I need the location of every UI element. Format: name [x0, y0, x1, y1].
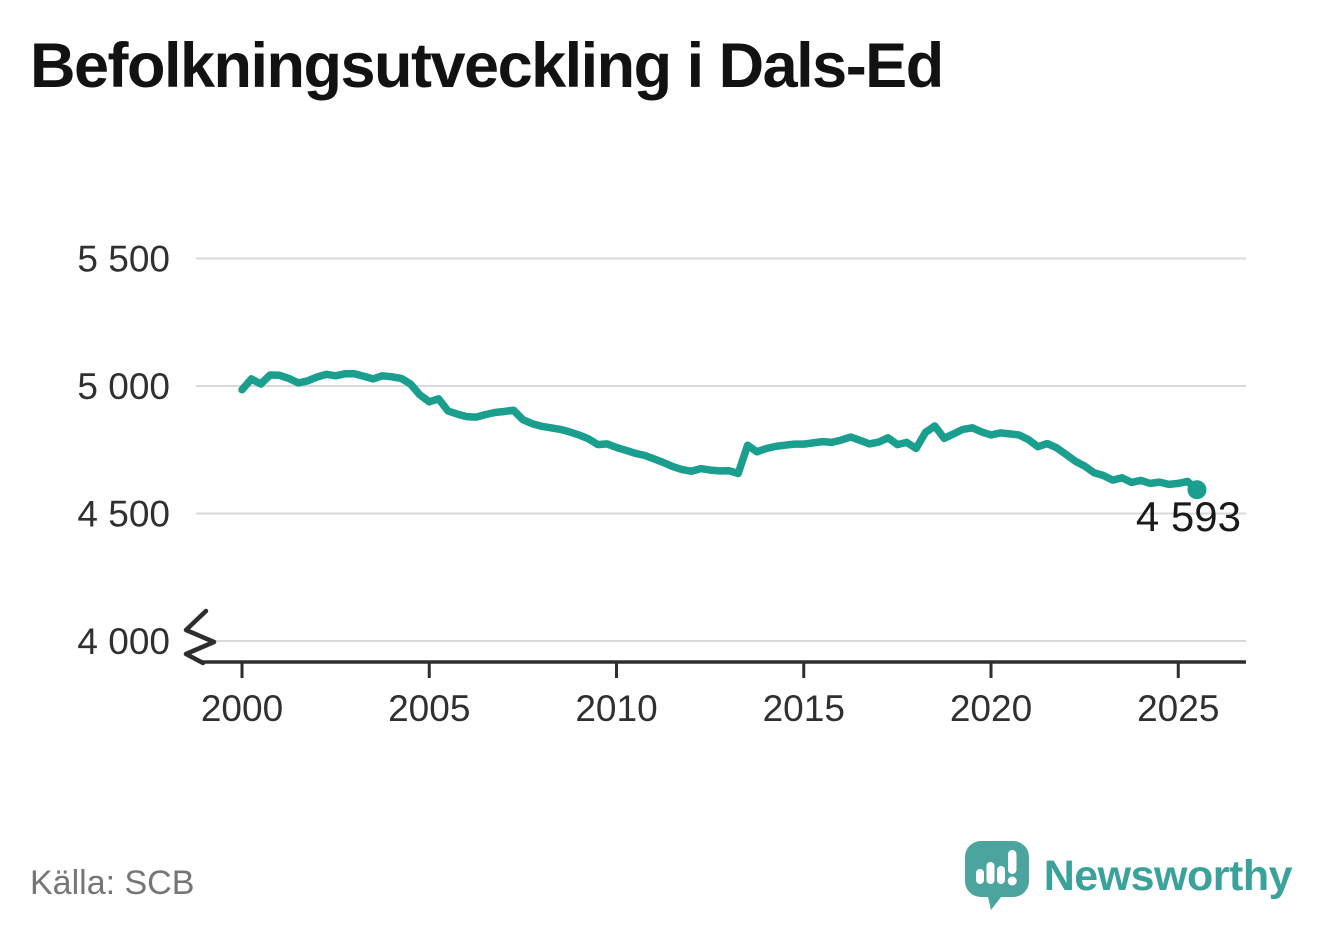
page-title: Befolkningsutveckling i Dals-Ed	[30, 31, 944, 101]
y-tick-label: 4 000	[77, 621, 170, 662]
y-tick-label: 4 500	[77, 494, 170, 535]
y-tick-label: 5 500	[77, 239, 170, 280]
logo-exclamation-icon	[1007, 850, 1017, 874]
newsworthy-logo: Newsworthy	[964, 840, 1293, 912]
x-tick-label: 2005	[388, 688, 470, 729]
logo-exclamation-dot	[1007, 876, 1017, 886]
population-line	[238, 370, 1201, 494]
newsworthy-wordmark: Newsworthy	[1043, 851, 1293, 900]
y-tick-label: 5 000	[77, 366, 170, 407]
x-tick-label: 2000	[201, 688, 283, 729]
newsworthy-logo-icon	[964, 841, 1029, 910]
end-value-label: 4 593	[1136, 493, 1241, 540]
end-point-dot	[1187, 480, 1207, 500]
source-note: Källa: SCB	[30, 864, 195, 902]
logo-bar-icon	[986, 862, 995, 884]
logo-bar-icon	[996, 866, 1005, 884]
logo-bar-icon	[975, 869, 984, 884]
axis-break-icon	[183, 608, 217, 666]
x-tick-label: 2020	[950, 688, 1032, 729]
x-tick-label: 2025	[1137, 688, 1219, 729]
x-tick-label: 2015	[763, 688, 845, 729]
x-tick-label: 2010	[575, 688, 657, 729]
